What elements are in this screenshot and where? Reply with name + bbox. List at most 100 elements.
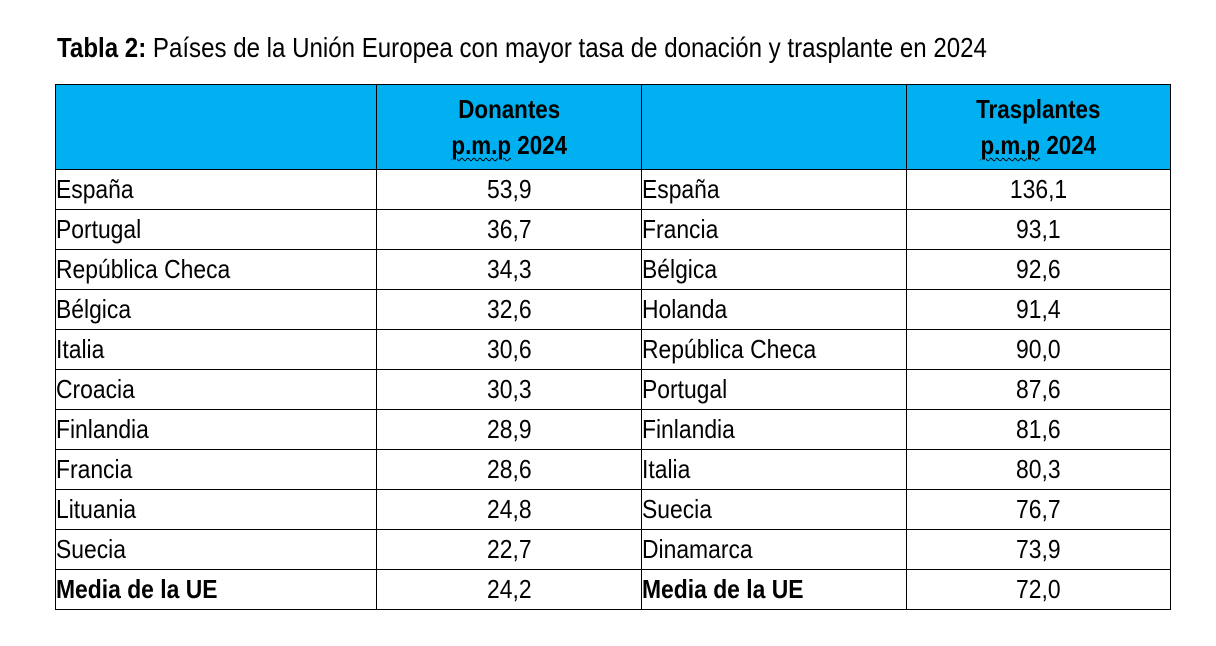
transplants-value-cell: 92,6 [906, 249, 1171, 290]
header-empty-cell-1 [55, 84, 377, 170]
transplants-value-cell: 91,4 [906, 289, 1171, 330]
table-row: Bélgica 32,6 Holanda 91,4 [55, 289, 1171, 330]
donors-value-cell-text: 34,3 [486, 254, 532, 284]
table-row: Portugal 36,7 Francia 93,1 [55, 209, 1171, 250]
table-row: Croacia 30,3 Portugal 87,6 [55, 369, 1171, 410]
header-transplants-title: Trasplantes [976, 94, 1101, 124]
donors-value-cell-text: 32,6 [486, 294, 532, 324]
transplant-average-label-cell: Media de la UE [641, 569, 907, 610]
donors-value-cell: 53,9 [376, 169, 642, 210]
transplants-value-cell: 81,6 [906, 409, 1171, 450]
donors-value-cell: 36,7 [376, 209, 642, 250]
transplants-value-cell-text: 81,6 [1016, 414, 1061, 444]
table-caption: Tabla 2: Países de la Unión Europea con … [57, 28, 987, 68]
transplant-country-cell-text: Dinamarca [642, 534, 753, 564]
donor-country-cell-text: Italia [56, 334, 105, 364]
transplant-country-cell-text: Francia [642, 214, 719, 244]
donors-value-cell-text: 30,6 [486, 334, 532, 364]
donors-value-cell-text: 22,7 [486, 534, 532, 564]
transplants-value-cell: 73,9 [906, 529, 1171, 570]
donors-value-cell-text: 28,6 [486, 454, 532, 484]
donor-country-cell: Bélgica [55, 289, 377, 330]
table-row: Finlandia 28,9 Finlandia 81,6 [55, 409, 1171, 450]
transplant-average-value-cell-text: 72,0 [1016, 574, 1061, 604]
donors-value-cell: 30,6 [376, 329, 642, 370]
transplant-country-cell: Finlandia [641, 409, 907, 450]
table-row: España 53,9 España 136,1 [55, 169, 1171, 210]
table-row: Francia 28,6 Italia 80,3 [55, 449, 1171, 490]
donor-country-cell-text: República Checa [56, 254, 231, 284]
transplant-country-cell-text: Suecia [642, 494, 712, 524]
donors-value-cell: 34,3 [376, 249, 642, 290]
donor-country-cell: Suecia [55, 529, 377, 570]
donors-value-cell-text: 28,9 [486, 414, 532, 444]
donor-country-cell: Italia [55, 329, 377, 370]
transplants-value-cell-text: 93,1 [1016, 214, 1061, 244]
transplants-value-cell-text: 90,0 [1016, 334, 1061, 364]
transplant-average-label-cell-text: Media de la UE [642, 574, 804, 604]
transplants-value-cell-text: 92,6 [1016, 254, 1061, 284]
donor-country-cell: Lituania [55, 489, 377, 530]
transplants-value-cell-text: 73,9 [1016, 534, 1061, 564]
transplant-country-cell: España [641, 169, 907, 210]
table-row: Suecia 22,7 Dinamarca 73,9 [55, 529, 1171, 570]
donors-value-cell: 28,9 [376, 409, 642, 450]
donors-value-cell-text: 36,7 [486, 214, 532, 244]
table-header-row: Donantes p.m.p 2024 Trasplantes p.m.p 20… [55, 84, 1171, 170]
donors-value-cell: 24,8 [376, 489, 642, 530]
donors-value-cell-text: 24,8 [486, 494, 532, 524]
donor-country-cell-text: España [56, 174, 134, 204]
transplants-value-cell-text: 136,1 [1009, 174, 1068, 204]
donor-average-label-cell: Media de la UE [55, 569, 377, 610]
caption-label: Tabla 2: [57, 32, 147, 63]
caption-text: Países de la Unión Europea con mayor tas… [152, 32, 987, 63]
header-donors-year: 2024 [517, 130, 567, 160]
transplants-value-cell: 87,6 [906, 369, 1171, 410]
donors-value-cell-text: 30,3 [486, 374, 532, 404]
header-donors-abbr: p.m.p [451, 130, 511, 160]
table-row: Italia 30,6 República Checa 90,0 [55, 329, 1171, 370]
donor-country-cell-text: Suecia [56, 534, 126, 564]
transplant-country-cell-text: España [642, 174, 720, 204]
transplant-country-cell: Portugal [641, 369, 907, 410]
transplants-value-cell-text: 87,6 [1016, 374, 1061, 404]
transplants-value-cell-text: 91,4 [1016, 294, 1061, 324]
transplants-value-cell: 76,7 [906, 489, 1171, 530]
transplant-country-cell: Italia [641, 449, 907, 490]
header-donors: Donantes p.m.p 2024 [376, 84, 642, 170]
donor-country-cell: Francia [55, 449, 377, 490]
transplant-country-cell-text: Holanda [642, 294, 728, 324]
donors-value-cell: 32,6 [376, 289, 642, 330]
transplant-country-cell-text: República Checa [642, 334, 817, 364]
donor-country-cell-text: Bélgica [56, 294, 132, 324]
donation-transplant-table: Donantes p.m.p 2024 Trasplantes p.m.p 20… [55, 84, 1171, 610]
donor-country-cell: España [55, 169, 377, 210]
transplants-value-cell: 90,0 [906, 329, 1171, 370]
transplant-country-cell: Holanda [641, 289, 907, 330]
donor-country-cell-text: Lituania [56, 494, 137, 524]
donors-value-cell: 28,6 [376, 449, 642, 490]
transplants-value-cell: 136,1 [906, 169, 1171, 210]
donors-value-cell: 30,3 [376, 369, 642, 410]
donor-country-cell-text: Portugal [56, 214, 142, 244]
transplants-value-cell: 93,1 [906, 209, 1171, 250]
table-body: España 53,9 España 136,1 Portugal 36,7 Francia… [55, 169, 1171, 610]
transplants-value-cell: 80,3 [906, 449, 1171, 490]
transplant-country-cell-text: Bélgica [642, 254, 718, 284]
donors-value-cell: 22,7 [376, 529, 642, 570]
donor-country-cell: República Checa [55, 249, 377, 290]
transplant-country-cell: Bélgica [641, 249, 907, 290]
donor-country-cell-text: Croacia [56, 374, 135, 404]
header-transplants-abbr: p.m.p [980, 130, 1041, 160]
donor-country-cell-text: Francia [56, 454, 133, 484]
transplant-country-cell-text: Finlandia [642, 414, 735, 444]
donor-average-value-cell: 24,2 [376, 569, 642, 610]
transplants-value-cell-text: 80,3 [1016, 454, 1061, 484]
transplant-average-value-cell: 72,0 [906, 569, 1171, 610]
transplant-country-cell-text: Portugal [642, 374, 728, 404]
donors-value-cell-text: 53,9 [486, 174, 532, 204]
transplant-country-cell-text: Italia [642, 454, 691, 484]
donor-country-cell-text: Finlandia [56, 414, 149, 444]
transplants-value-cell-text: 76,7 [1016, 494, 1061, 524]
donor-country-cell: Portugal [55, 209, 377, 250]
